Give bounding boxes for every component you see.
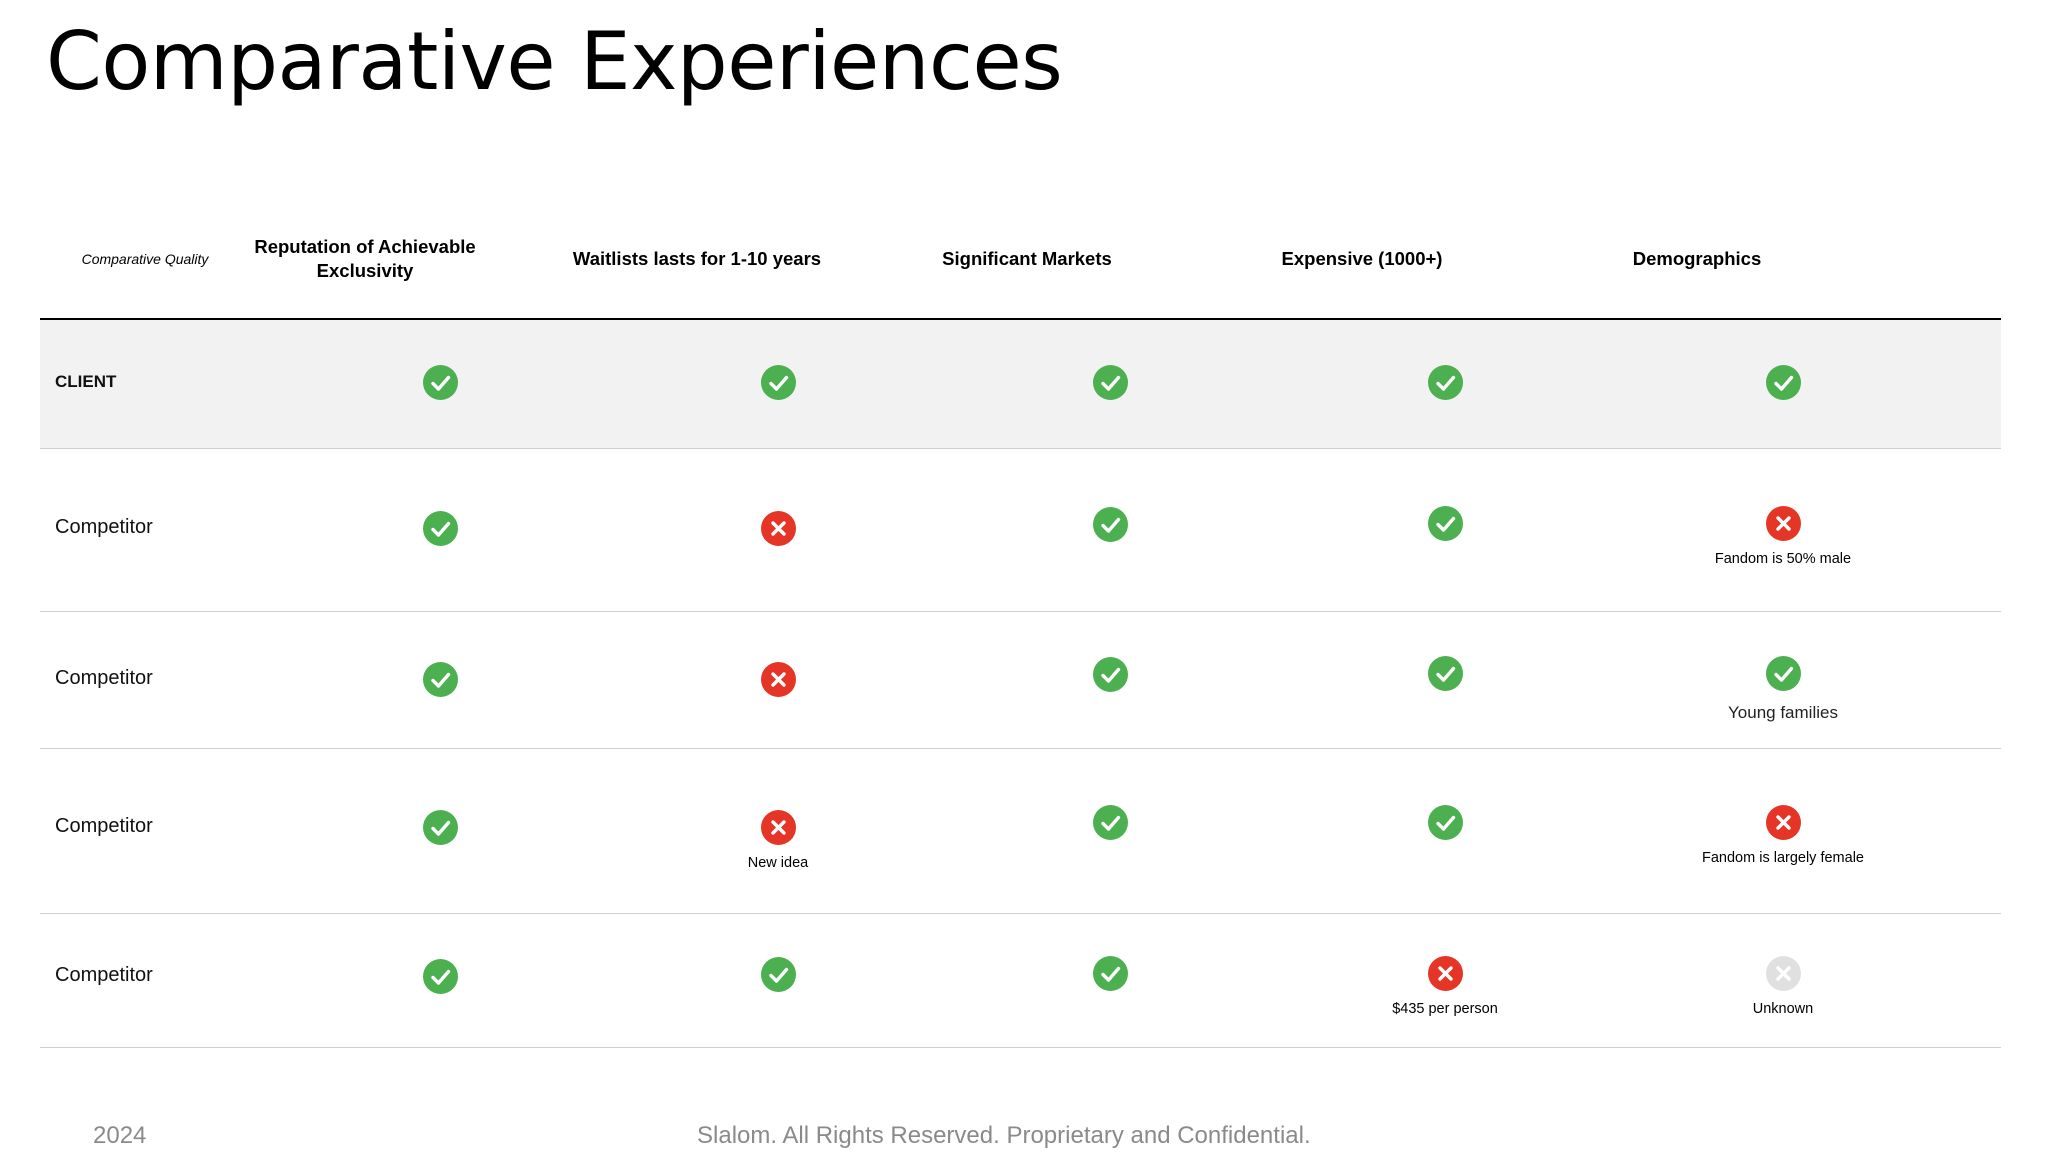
check-icon — [1092, 657, 1128, 692]
status-cell — [980, 805, 1240, 840]
table-row-competitor: Competitor Young families — [40, 612, 2001, 749]
header-comparative-quality: Comparative Quality — [81, 251, 209, 267]
table-row-competitor: Competitor Fandom is 50% male — [40, 449, 2001, 612]
status-cell — [980, 956, 1240, 991]
status-cell — [648, 662, 908, 697]
table-row-client: CLIENT — [40, 320, 2001, 449]
cross-icon — [760, 511, 796, 546]
status-cell — [1653, 365, 1913, 400]
status-cell — [310, 810, 570, 845]
status-cell — [310, 959, 570, 994]
status-cell: Unknown — [1653, 956, 1913, 1017]
cell-note: New idea — [747, 855, 809, 871]
cell-note: Young families — [1728, 703, 1838, 722]
check-icon — [422, 810, 458, 845]
status-cell: $435 per person — [1315, 956, 1575, 1017]
cross-icon — [1765, 506, 1801, 541]
status-cell — [310, 662, 570, 697]
check-icon — [1092, 365, 1128, 400]
header-reputation: Reputation of Achievable Exclusivity — [254, 236, 476, 281]
check-icon — [1427, 656, 1463, 691]
row-label: Competitor — [55, 815, 153, 837]
status-cell — [1315, 506, 1575, 541]
check-icon — [1092, 956, 1128, 991]
cross-icon — [760, 810, 796, 845]
row-label: Competitor — [55, 964, 153, 986]
check-icon — [1427, 365, 1463, 400]
check-icon — [1092, 507, 1128, 542]
header-waitlists: Waitlists lasts for 1-10 years — [572, 248, 822, 269]
status-cell — [648, 511, 908, 546]
header-expensive: Expensive (1000+) — [1281, 248, 1443, 269]
status-cell — [980, 365, 1240, 400]
cell-note: $435 per person — [1392, 1001, 1498, 1017]
table-row-competitor: Competitor New idea Fandom is largely fema… — [40, 749, 2001, 914]
check-icon — [1427, 805, 1463, 840]
cross-icon — [1765, 805, 1801, 840]
cell-note: Fandom is 50% male — [1714, 551, 1852, 567]
status-cell: Fandom is 50% male — [1653, 506, 1913, 567]
status-cell — [1315, 656, 1575, 691]
cross-icon — [1427, 956, 1463, 991]
footer-year: 2024 — [93, 1122, 147, 1149]
status-cell: Fandom is largely female — [1653, 805, 1913, 866]
status-cell — [1315, 805, 1575, 840]
check-icon — [422, 511, 458, 546]
check-icon — [1765, 365, 1801, 400]
status-cell — [980, 507, 1240, 542]
row-label: Competitor — [55, 667, 153, 689]
status-cell — [310, 511, 570, 546]
check-icon — [1427, 506, 1463, 541]
status-cell — [1315, 365, 1575, 400]
footer-legal: Slalom. All Rights Reserved. Proprietary… — [697, 1122, 1311, 1149]
check-icon — [1765, 656, 1801, 691]
status-cell — [648, 365, 908, 400]
status-cell — [310, 365, 570, 400]
check-icon — [422, 662, 458, 697]
status-cell: Young families — [1653, 656, 1913, 723]
check-icon — [760, 957, 796, 992]
row-label: Competitor — [55, 516, 153, 538]
header-demographics: Demographics — [1632, 248, 1762, 269]
cell-note: Unknown — [1752, 1001, 1814, 1017]
table-row-competitor: Competitor $435 per person Unknown — [40, 914, 2001, 1048]
check-icon — [1092, 805, 1128, 840]
unknown-x-icon — [1765, 956, 1801, 991]
status-cell — [980, 657, 1240, 692]
cell-note: Fandom is largely female — [1702, 850, 1864, 866]
check-icon — [760, 365, 796, 400]
status-cell: New idea — [648, 810, 908, 871]
row-label: CLIENT — [55, 372, 117, 391]
page-title: Comparative Experiences — [46, 15, 1063, 108]
status-cell — [648, 957, 908, 992]
check-icon — [422, 959, 458, 994]
check-icon — [422, 365, 458, 400]
table-header-row: Comparative Quality Reputation of Achiev… — [40, 200, 2001, 320]
header-significant-markets: Significant Markets — [942, 248, 1112, 269]
comparison-table: Comparative Quality Reputation of Achiev… — [40, 200, 2001, 1048]
cross-icon — [760, 662, 796, 697]
